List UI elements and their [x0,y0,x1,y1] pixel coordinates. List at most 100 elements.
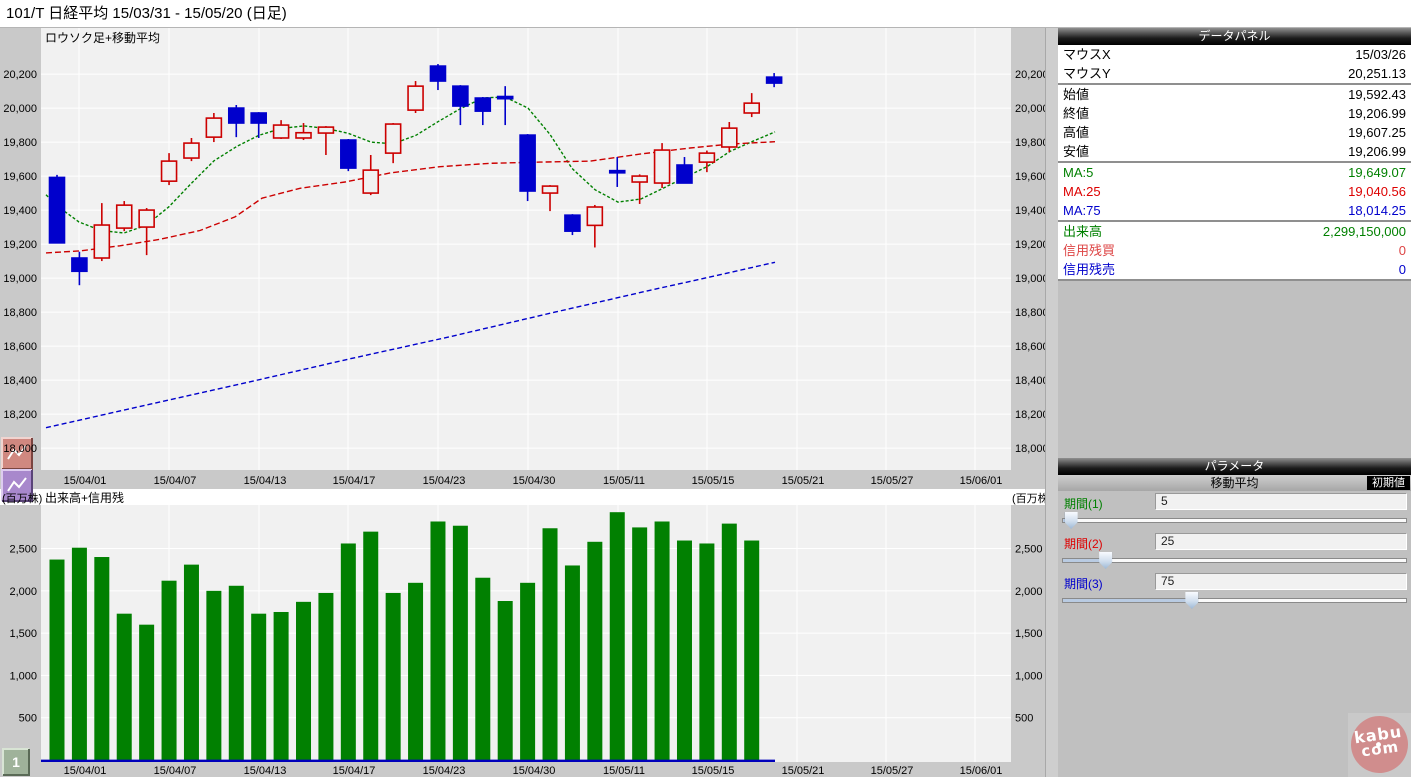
vol-tick-left: 1,000 [9,670,37,682]
date-label: 15/04/23 [423,475,466,487]
y-tick-right: 18,000 [1015,443,1049,455]
volume-bar [49,559,65,760]
data-panel-row-label: MA:5 [1063,165,1094,180]
y-tick-right: 18,200 [1015,409,1049,421]
volume-unit-right-label: (百万株) [1012,491,1052,505]
data-panel-row-label: 信用残売 [1063,262,1116,277]
y-tick-left: 18,000 [3,443,37,455]
volume-bar [206,590,222,760]
date-label: 15/04/17 [333,475,376,487]
y-tick-left: 18,400 [3,375,37,387]
volume-bar [452,525,468,760]
y-tick-right: 20,200 [1015,69,1049,81]
data-panel-row-value: 2,299,150,000 [1322,224,1406,239]
volume-unit-left-label: (百万株) [2,491,42,505]
slider-track[interactable] [1062,598,1407,603]
chart-style-purple-button[interactable] [1,469,33,502]
volume-bar [183,564,199,760]
candle [71,251,88,286]
slider-thumb[interactable] [1185,592,1199,609]
chart-toolbar-buttons[interactable]: 1 [1,437,33,776]
data-panel-row-value: 0 [1398,243,1406,258]
candle [429,64,447,91]
volume-bar [273,611,289,760]
candle [720,122,738,153]
date-label: 15/04/30 [513,765,556,777]
parameter-label-1: 期間(1) [1064,497,1103,511]
candle [317,126,335,155]
volume-bar [564,565,580,760]
date-label: 15/05/27 [871,475,914,487]
parameter-input-3[interactable]: 75 [1155,573,1407,590]
date-label: 15/04/01 [64,475,107,487]
candle [250,112,267,138]
slider-track[interactable] [1062,558,1407,563]
date-label: 15/04/23 [423,765,466,777]
parameter-slider-2[interactable] [1062,550,1407,571]
vol-tick-right: 1,500 [1015,628,1043,640]
slider-track[interactable] [1062,518,1407,523]
main-chart-type-label: ロウソク足+移動平均 [45,31,160,45]
data-panel-header: データパネル [1058,28,1411,45]
slider-thumb[interactable] [1064,512,1078,529]
parameter-slider-3[interactable] [1062,590,1407,611]
y-tick-right: 18,600 [1015,341,1049,353]
data-panel-row-value: 15/03/26 [1355,47,1406,62]
date-label: 15/04/07 [154,475,197,487]
candle [115,201,133,232]
data-panel-row: MA:75 18,014.25 [1058,201,1411,220]
date-label: 15/05/21 [782,765,825,777]
data-panel-row-label: 出来高 [1063,224,1103,239]
y-tick-left: 18,600 [3,341,37,353]
candle [362,154,380,196]
slider-fill [1063,559,1106,562]
vol-tick-left: 1,500 [9,628,37,640]
candle [48,174,66,244]
y-tick-right: 19,400 [1015,205,1049,217]
y-tick-left: 20,200 [3,69,37,81]
parameter-input-2[interactable]: 25 [1155,533,1407,550]
volume-bar [676,540,692,760]
parameter-input-1[interactable]: 5 [1155,493,1407,510]
ma-line-1 [45,96,776,234]
page-number-label: 1 [12,754,20,770]
candle [93,203,111,262]
candle [765,73,783,88]
date-label: 15/05/21 [782,475,825,487]
data-panel-separator [1058,83,1411,85]
vol-tick-right: 500 [1015,713,1033,725]
volume-bar [296,601,312,760]
y-tick-right: 19,600 [1015,171,1049,183]
parameter-slider-1[interactable] [1062,510,1407,531]
page-1-button[interactable]: 1 [2,748,30,776]
volume-bar [609,512,625,760]
slider-thumb[interactable] [1099,552,1113,569]
volume-bar [699,543,715,760]
y-tick-left: 18,200 [3,409,37,421]
parameter-rows: 期間(1) 5 期間(2) 25 期間(3) 75 [1058,493,1411,611]
candle [138,208,155,256]
candle [541,185,559,212]
candle [676,157,693,184]
chart-canvas[interactable]: 1 18,000 18,000 18,200 18,200 18,400 18,400 18… [0,28,1058,777]
data-panel-row-label: マウスX [1063,47,1111,62]
volume-bar [385,592,401,760]
candle [227,105,245,138]
data-panel-row-value: 19,206.99 [1348,144,1406,159]
candle [496,86,514,126]
data-panel-row-value: 19,040.56 [1348,184,1406,199]
volume-bar [587,541,603,760]
chart-splitter[interactable] [1045,28,1058,777]
y-tick-right: 18,800 [1015,307,1049,319]
volume-bar [408,582,424,760]
data-panel-separator [1058,279,1411,281]
volume-chart-type-label: 出来高+信用残 [45,490,124,505]
parameter-label-3: 期間(3) [1064,577,1103,591]
data-panel-row-value: 19,592.43 [1348,87,1406,102]
reset-defaults-button[interactable]: 初期値 [1367,476,1410,490]
y-tick-right: 18,400 [1015,375,1049,387]
y-tick-left: 19,800 [3,137,37,149]
vol-tick-right: 1,000 [1015,670,1043,682]
date-label: 15/05/11 [603,475,645,487]
date-label: 15/04/30 [513,475,556,487]
